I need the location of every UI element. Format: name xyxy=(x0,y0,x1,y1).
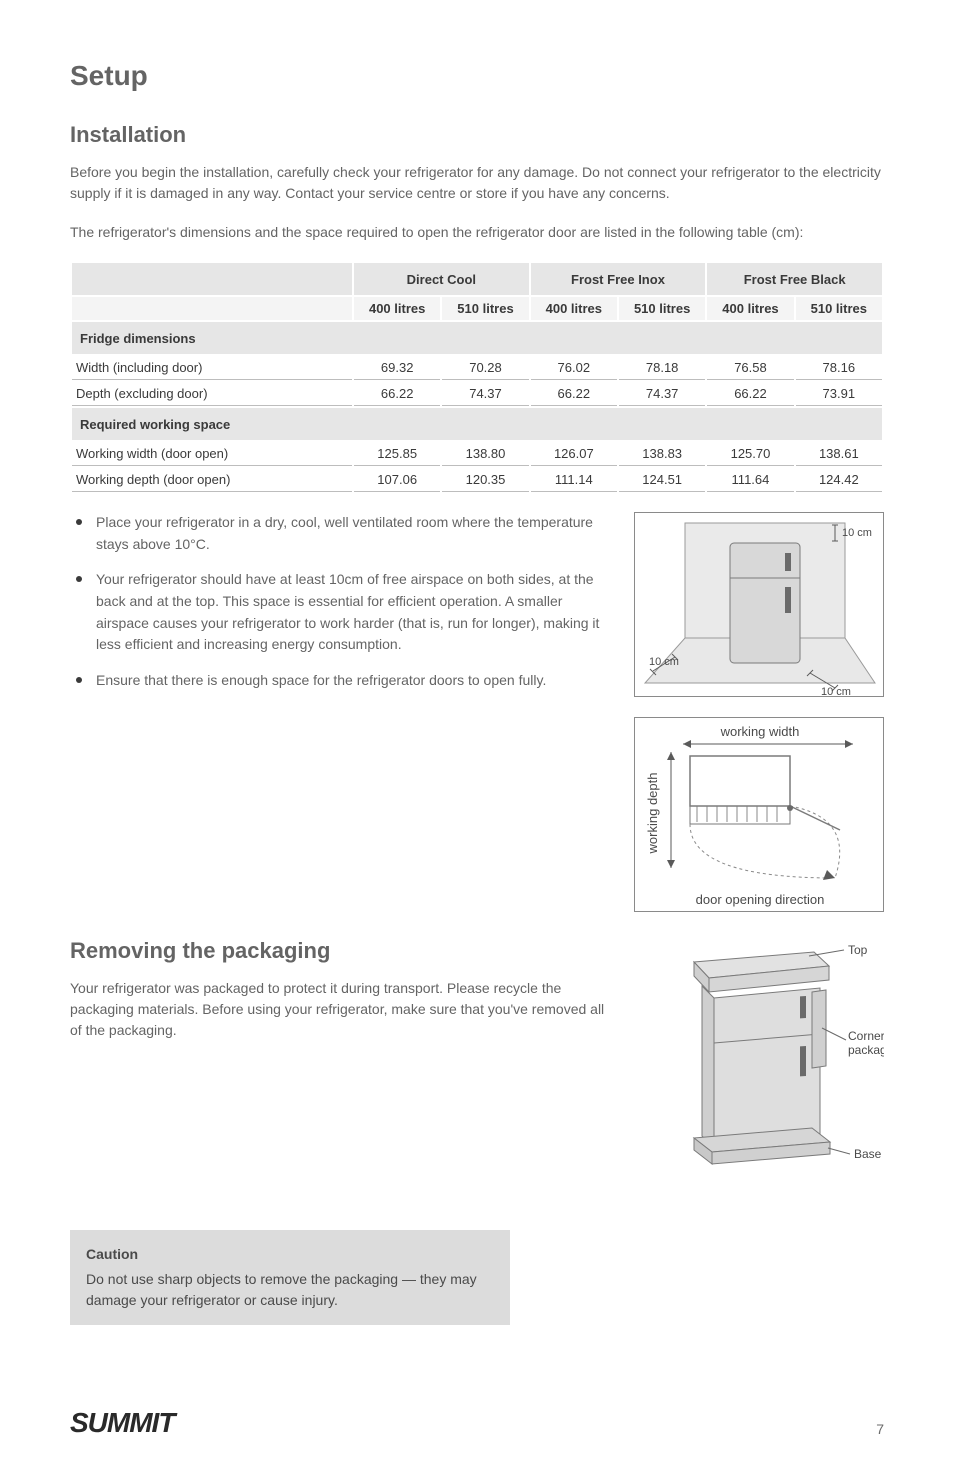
fig1-label-side: 10 cm xyxy=(649,656,679,668)
page-title: Setup xyxy=(70,60,884,92)
table-subheader: 400 litres xyxy=(531,297,617,320)
table-cell: 138.80 xyxy=(442,442,528,466)
table-cell: 74.37 xyxy=(442,382,528,406)
fig3-label-bottom: Base xyxy=(854,1147,882,1161)
section-installation: Installation xyxy=(70,122,884,148)
table-cell: 107.06 xyxy=(354,468,440,492)
table-cell: 125.85 xyxy=(354,442,440,466)
table-header-group: Direct Cool xyxy=(354,263,529,295)
table-subheader: 400 litres xyxy=(354,297,440,320)
figure-packaging: Top Corner packaging Base xyxy=(634,938,884,1173)
table-cell: 78.16 xyxy=(796,356,882,380)
install-bullets: Place your refrigerator in a dry, cool, … xyxy=(70,512,616,692)
table-cell: 74.37 xyxy=(619,382,705,406)
table-subheader-blank xyxy=(72,297,352,320)
table-section: Fridge dimensions xyxy=(72,322,882,354)
table-header-group: Frost Free Inox xyxy=(531,263,706,295)
table-cell: 120.35 xyxy=(442,468,528,492)
figure-working-space: working width working depth xyxy=(634,717,884,912)
table-cell: 126.07 xyxy=(531,442,617,466)
list-item: Ensure that there is enough space for th… xyxy=(74,670,616,692)
table-header-group: Frost Free Black xyxy=(707,263,882,295)
fig2-label-top: working width xyxy=(720,724,800,739)
intro-paragraph: Before you begin the installation, caref… xyxy=(70,162,884,204)
table-row-label: Working depth (door open) xyxy=(72,468,352,492)
table-cell: 70.28 xyxy=(442,356,528,380)
fig3-label-mid-1: Corner xyxy=(848,1029,884,1043)
table-cell: 124.42 xyxy=(796,468,882,492)
callout-title: Caution xyxy=(86,1244,494,1265)
fig2-label-bottom: door opening direction xyxy=(696,892,825,907)
table-cell: 73.91 xyxy=(796,382,882,406)
table-subheader: 510 litres xyxy=(442,297,528,320)
brand-logo: SUMMIT xyxy=(70,1407,174,1439)
caution-callout: Caution Do not use sharp objects to remo… xyxy=(70,1230,510,1325)
table-cell: 76.02 xyxy=(531,356,617,380)
list-item: Place your refrigerator in a dry, cool, … xyxy=(74,512,616,555)
table-header-blank xyxy=(72,263,352,295)
table-cell: 124.51 xyxy=(619,468,705,492)
fig1-label-bottom: 10 cm xyxy=(821,686,851,698)
table-cell: 138.83 xyxy=(619,442,705,466)
fig3-label-mid-2: packaging xyxy=(848,1043,884,1057)
table-cell: 69.32 xyxy=(354,356,440,380)
table-cell: 138.61 xyxy=(796,442,882,466)
table-subheader: 400 litres xyxy=(707,297,793,320)
removing-text: Your refrigerator was packaged to protec… xyxy=(70,978,616,1041)
table-row-label: Working width (door open) xyxy=(72,442,352,466)
callout-text: Do not use sharp objects to remove the p… xyxy=(86,1269,494,1311)
packaging-svg: Top Corner packaging Base xyxy=(634,938,884,1173)
working-space-svg: working width working depth xyxy=(635,718,885,913)
table-cell: 66.22 xyxy=(707,382,793,406)
table-section: Required working space xyxy=(72,408,882,440)
table-cell: 78.18 xyxy=(619,356,705,380)
table-row-label: Width (including door) xyxy=(72,356,352,380)
fig3-label-top: Top xyxy=(848,943,868,957)
table-cell: 66.22 xyxy=(354,382,440,406)
list-item: Your refrigerator should have at least 1… xyxy=(74,569,616,656)
table-cell: 111.14 xyxy=(531,468,617,492)
dimensions-table: Direct Cool Frost Free Inox Frost Free B… xyxy=(70,261,884,494)
page-number: 7 xyxy=(876,1421,884,1437)
table-cell: 66.22 xyxy=(531,382,617,406)
figure-airspace: 10 cm 10 cm 10 cm xyxy=(634,512,884,697)
fig2-label-left: working depth xyxy=(645,773,660,855)
table-subheader: 510 litres xyxy=(619,297,705,320)
table-cell: 125.70 xyxy=(707,442,793,466)
spec-intro: The refrigerator's dimensions and the sp… xyxy=(70,222,884,243)
section-removing: Removing the packaging xyxy=(70,938,616,964)
table-row-label: Depth (excluding door) xyxy=(72,382,352,406)
table-cell: 111.64 xyxy=(707,468,793,492)
table-subheader: 510 litres xyxy=(796,297,882,320)
airspace-svg: 10 cm 10 cm 10 cm xyxy=(635,513,885,698)
table-cell: 76.58 xyxy=(707,356,793,380)
fig1-label-top: 10 cm xyxy=(842,527,872,539)
